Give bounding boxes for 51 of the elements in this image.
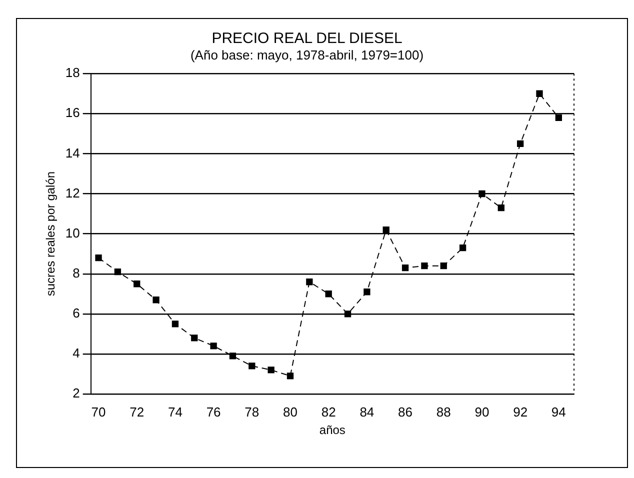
- x-tick-label: 82: [321, 404, 336, 420]
- y-tick-label: 6: [72, 305, 80, 320]
- point: [459, 244, 466, 252]
- point: [402, 264, 409, 272]
- x-tick-label: 90: [474, 404, 490, 420]
- point: [344, 310, 352, 318]
- x-tick-label: 76: [206, 404, 221, 420]
- point: [306, 278, 313, 286]
- point: [152, 296, 160, 304]
- point: [516, 140, 524, 148]
- point: [268, 366, 274, 374]
- point: [325, 290, 332, 298]
- x-tick-label: 92: [513, 404, 528, 420]
- point: [95, 254, 102, 262]
- point: [536, 90, 543, 97]
- x-tick-label: 84: [360, 404, 374, 420]
- y-tick-label: 4: [72, 346, 80, 361]
- point: [229, 352, 236, 360]
- y-tick-label: 2: [72, 386, 80, 401]
- chart-title: PRECIO REAL DEL DIESEL: [212, 30, 402, 48]
- y-tick-label: 12: [65, 185, 80, 200]
- point: [440, 262, 447, 270]
- point: [210, 342, 217, 350]
- point: [191, 334, 198, 342]
- x-tick-label: 86: [398, 404, 413, 420]
- y-tick-label: 18: [65, 65, 80, 80]
- point: [555, 114, 562, 121]
- point: [114, 268, 122, 276]
- point: [134, 280, 140, 288]
- point: [498, 204, 504, 212]
- x-tick-label: 72: [130, 404, 144, 420]
- point: [248, 362, 256, 370]
- y-tick-label: 10: [65, 225, 80, 240]
- x-tick-label: 94: [551, 404, 566, 420]
- point: [382, 226, 390, 234]
- chart-subtitle: (Año base: mayo, 1978-abril, 1979=100): [190, 47, 424, 62]
- x-axis-title: años: [319, 423, 346, 438]
- x-tick-label: 74: [168, 404, 182, 420]
- x-tick-label: 80: [283, 404, 298, 420]
- point: [172, 320, 179, 328]
- y-axis-title: sucres reales por galón: [44, 171, 58, 296]
- point: [286, 372, 294, 380]
- x-tick-label: 78: [244, 404, 260, 420]
- y-tick-label: 14: [65, 145, 80, 160]
- point: [364, 288, 370, 296]
- y-tick-label: 8: [72, 265, 80, 280]
- y-tick-label: 16: [65, 105, 80, 120]
- point: [421, 262, 428, 270]
- x-tick-label: 88: [436, 404, 451, 420]
- point: [478, 190, 486, 198]
- x-tick-label: 70: [91, 404, 106, 420]
